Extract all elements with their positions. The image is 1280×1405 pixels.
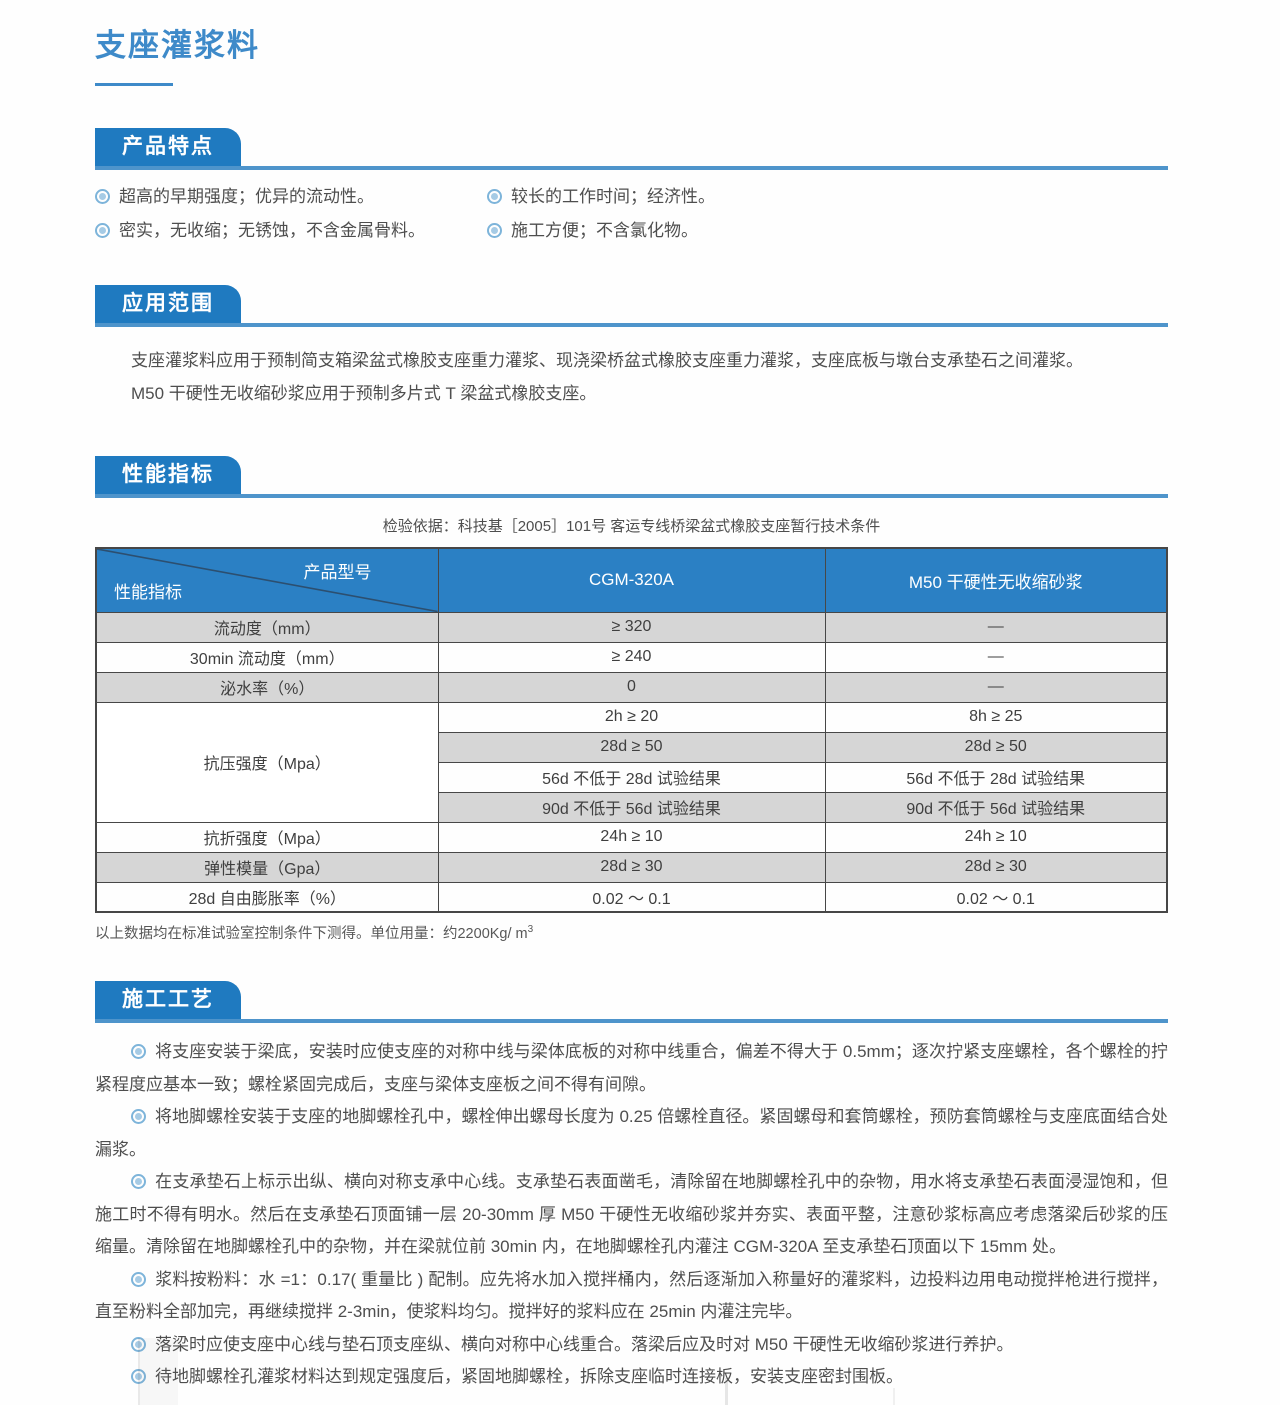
cell-value: 8h ≥ 25 <box>824 701 1168 733</box>
cell-value: 90d 不低于 56d 试验结果 <box>824 791 1168 823</box>
table-row: 弹性模量（Gpa） 28d ≥ 30 28d ≥ 30 <box>95 851 1168 883</box>
section-construction-process: 施工工艺 将支座安装于梁底，安装时应使支座的对称中线与梁体底板的对称中线重合，偏… <box>95 981 1168 1394</box>
double-circle-bullet-icon <box>487 189 502 204</box>
column-header-cgm320a: CGM-320A <box>437 547 826 613</box>
list-item: 浆料按粉料：水 =1：0.17( 重量比 ) 配制。应先将水加入搅拌桶内，然后逐… <box>95 1264 1168 1329</box>
table-row: 泌水率（%） 0 — <box>95 671 1168 703</box>
list-item: 超高的早期强度；优异的流动性。 <box>95 186 487 207</box>
cell-value: ≥ 240 <box>437 641 826 673</box>
cell-value: — <box>824 611 1168 643</box>
feature-text: 施工方便；不含氯化物。 <box>511 221 698 240</box>
diagonal-divider <box>97 549 438 612</box>
section-performance-index: 性能指标 检验依据：科技基［2005］101号 客运专线桥梁盆式橡胶支座暂行技术… <box>95 456 1168 943</box>
construction-steps: 将支座安装于梁底，安装时应使支座的对称中线与梁体底板的对称中线重合，偏差不得大于… <box>95 1036 1168 1394</box>
feature-text: 密实，无收缩；无锈蚀，不含金属骨料。 <box>119 221 425 240</box>
application-text: 支座灌浆料应用于预制简支箱梁盆式橡胶支座重力灌浆、现浇梁桥盆式橡胶支座重力灌浆，… <box>95 344 1168 410</box>
row-label: 30min 流动度（mm） <box>95 641 439 673</box>
table-row: 56d 不低于 28d 试验结果 56d 不低于 28d 试验结果 <box>96 761 1168 793</box>
section-header: 施工工艺 <box>95 981 1168 1023</box>
list-item: 在支承垫石上标示出纵、横向对称支承中心线。支承垫石表面凿毛，清除留在地脚螺栓孔中… <box>95 1166 1168 1264</box>
section-badge-features: 产品特点 <box>95 128 241 166</box>
table-header-row: 产品型号 性能指标 CGM-320A M50 干硬性无收缩砂浆 <box>95 547 1168 613</box>
table-row: 30min 流动度（mm） ≥ 240 — <box>95 641 1168 673</box>
list-item: 密实，无收缩；无锈蚀，不含金属骨料。 <box>95 220 487 241</box>
row-label: 弹性模量（Gpa） <box>95 851 439 883</box>
double-circle-bullet-icon <box>131 1109 146 1124</box>
row-label: 泌水率（%） <box>95 671 439 703</box>
step-text: 浆料按粉料：水 =1：0.17( 重量比 ) 配制。应先将水加入搅拌桶内，然后逐… <box>95 1269 1168 1322</box>
list-item: 待地脚螺栓孔灌浆材料达到规定强度后，紧固地脚螺栓，拆除支座临时连接板，安装支座密… <box>95 1361 1168 1394</box>
section-badge-performance: 性能指标 <box>95 456 241 494</box>
double-circle-bullet-icon <box>95 223 110 238</box>
table-row: 抗折强度（Mpa） 24h ≥ 10 24h ≥ 10 <box>95 821 1168 853</box>
cell-value: 2h ≥ 20 <box>437 701 826 733</box>
double-circle-bullet-icon <box>131 1369 146 1384</box>
step-text: 待地脚螺栓孔灌浆材料达到规定强度后，紧固地脚螺栓，拆除支座临时连接板，安装支座密… <box>155 1367 903 1386</box>
list-item: 将地脚螺栓安装于支座的地脚螺栓孔中，螺栓伸出螺母长度为 0.25 倍螺栓直径。紧… <box>95 1101 1168 1166</box>
features-list: 超高的早期强度；优异的流动性。 较长的工作时间；经济性。 密实，无收缩；无锈蚀，… <box>95 186 1168 241</box>
step-text: 落梁时应使支座中心线与垫石顶支座纵、横向对称中心线重合。落梁后应及时对 M50 … <box>155 1334 1014 1354</box>
row-label: 抗折强度（Mpa） <box>95 821 439 853</box>
feature-text: 较长的工作时间；经济性。 <box>511 187 715 206</box>
cell-value: 0.02 ～ 0.1 <box>437 881 826 913</box>
column-header-m50: M50 干硬性无收缩砂浆 <box>824 547 1168 613</box>
cell-value: — <box>824 671 1168 703</box>
row-label-compressive-strength: 抗压强度（Mpa） <box>95 701 439 823</box>
section-header: 应用范围 <box>95 285 1168 327</box>
cell-value: 0 <box>437 671 826 703</box>
section-header: 性能指标 <box>95 456 1168 498</box>
double-circle-bullet-icon <box>487 223 502 238</box>
inspection-basis-note: 检验依据：科技基［2005］101号 客运专线桥梁盆式橡胶支座暂行技术条件 <box>382 518 881 535</box>
section-badge-construction: 施工工艺 <box>95 981 241 1019</box>
double-circle-bullet-icon <box>95 189 110 204</box>
table-row: 抗压强度（Mpa） 2h ≥ 20 8h ≥ 25 <box>95 701 1168 823</box>
application-line: 支座灌浆料应用于预制简支箱梁盆式橡胶支座重力灌浆、现浇梁桥盆式橡胶支座重力灌浆，… <box>131 351 1083 370</box>
feature-text: 超高的早期强度；优异的流动性。 <box>119 187 374 206</box>
table-row: 28d 自由膨胀率（%） 0.02 ～ 0.1 0.02 ～ 0.1 <box>95 881 1168 913</box>
section-badge-application: 应用范围 <box>95 285 241 323</box>
cell-value: 24h ≥ 10 <box>824 821 1168 853</box>
section-product-features: 产品特点 超高的早期强度；优异的流动性。 较长的工作时间；经济性。 密实，无收缩… <box>95 128 1168 241</box>
list-item: 施工方便；不含氯化物。 <box>487 220 1168 241</box>
cell-value: 28d ≥ 30 <box>437 851 826 883</box>
table-row: 90d 不低于 56d 试验结果 90d 不低于 56d 试验结果 <box>96 791 1168 823</box>
list-item: 将支座安装于梁底，安装时应使支座的对称中线与梁体底板的对称中线重合，偏差不得大于… <box>95 1036 1168 1101</box>
step-text: 在支承垫石上标示出纵、横向对称支承中心线。支承垫石表面凿毛，清除留在地脚螺栓孔中… <box>95 1172 1168 1256</box>
double-circle-bullet-icon <box>131 1271 146 1287</box>
list-item: 落梁时应使支座中心线与垫石顶支座纵、横向对称中心线重合。落梁后应及时对 M50 … <box>95 1329 1168 1362</box>
table-corner-cell: 产品型号 性能指标 <box>95 547 439 613</box>
step-text: 将支座安装于梁底，安装时应使支座的对称中线与梁体底板的对称中线重合，偏差不得大于… <box>95 1042 1168 1094</box>
application-line: M50 干硬性无收缩砂浆应用于预制多片式 T 梁盆式橡胶支座。 <box>131 384 597 403</box>
cell-value: ≥ 320 <box>437 611 826 643</box>
section-header: 产品特点 <box>95 128 1168 170</box>
cell-value: 0.02 ～ 0.1 <box>824 881 1168 913</box>
page-title: 支座灌浆料 <box>95 28 260 63</box>
cell-value: 90d 不低于 56d 试验结果 <box>437 791 826 823</box>
cell-value: 28d ≥ 30 <box>824 851 1168 883</box>
section-application-scope: 应用范围 支座灌浆料应用于预制简支箱梁盆式橡胶支座重力灌浆、现浇梁桥盆式橡胶支座… <box>95 285 1168 410</box>
table-row: 流动度（mm） ≥ 320 — <box>95 611 1168 643</box>
cell-value: — <box>824 641 1168 673</box>
row-label: 流动度（mm） <box>95 611 439 643</box>
table-footnote: 以上数据均在标准试验室控制条件下测得。单位用量：约2200Kg/ m3 <box>95 924 534 942</box>
corner-label-performance-index: 性能指标 <box>114 582 182 602</box>
performance-table: 产品型号 性能指标 CGM-320A M50 干硬性无收缩砂浆 流动度（mm） … <box>95 547 1168 913</box>
double-circle-bullet-icon <box>131 1044 146 1059</box>
cell-value: 56d 不低于 28d 试验结果 <box>824 761 1168 793</box>
corner-label-product-model: 产品型号 <box>303 563 372 582</box>
list-item: 较长的工作时间；经济性。 <box>487 186 1168 207</box>
superscript-3: 3 <box>527 924 534 936</box>
cell-value: 24h ≥ 10 <box>437 821 826 853</box>
title-underline-dash <box>95 83 173 86</box>
cell-value: 56d 不低于 28d 试验结果 <box>437 761 826 793</box>
cell-value: 28d ≥ 50 <box>437 731 826 763</box>
double-circle-bullet-icon <box>131 1336 146 1352</box>
row-label: 28d 自由膨胀率（%） <box>95 881 439 913</box>
double-circle-bullet-icon <box>131 1174 146 1189</box>
step-text: 将地脚螺栓安装于支座的地脚螺栓孔中，螺栓伸出螺母长度为 0.25 倍螺栓直径。紧… <box>95 1107 1168 1159</box>
cell-value: 28d ≥ 50 <box>824 731 1168 763</box>
